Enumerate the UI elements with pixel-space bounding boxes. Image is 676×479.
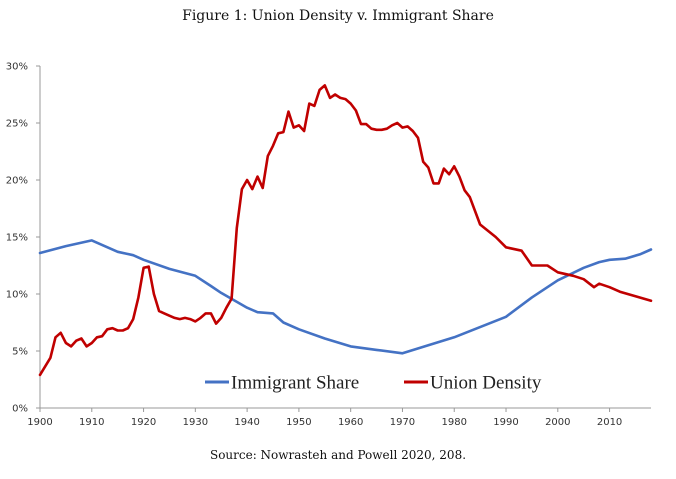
legend-label-immigrant-share: Immigrant Share	[231, 373, 359, 394]
y-tick-labels: 0% 5% 10% 15% 20% 25% 30%	[6, 62, 40, 415]
y-tick-label: 30%	[6, 62, 28, 73]
x-tick-label: 1960	[338, 417, 363, 428]
source-caption: Source: Nowrasteh and Powell 2020, 208.	[209, 448, 467, 462]
immigrant-share-line	[38, 239, 653, 355]
legend: Immigrant Share Union Density	[205, 373, 542, 394]
y-tick-label: 15%	[6, 233, 28, 244]
x-tick-label: 1970	[390, 417, 415, 428]
x-tick-label: 1920	[131, 417, 156, 428]
x-tick-labels: 1900 1910 1920 1930 1940 1950 1960 1970 1980 1990…	[27, 408, 622, 428]
x-tick-label: 1980	[442, 417, 467, 428]
y-tick-label: 25%	[6, 119, 28, 130]
legend-label-union-density: Union Density	[430, 373, 542, 394]
x-tick-label: 1900	[27, 417, 52, 428]
x-tick-label: 1950	[286, 417, 311, 428]
y-tick-label: 5%	[12, 347, 28, 358]
union-density-line	[38, 84, 653, 377]
series-lines	[38, 84, 653, 377]
x-tick-label: 1940	[234, 417, 259, 428]
x-tick-label: 1930	[183, 417, 208, 428]
x-tick-label: 1990	[493, 417, 518, 428]
y-tick-label: 0%	[12, 404, 28, 415]
x-tick-label: 2010	[597, 417, 622, 428]
y-tick-label: 10%	[6, 290, 28, 301]
y-tick-label: 20%	[6, 176, 28, 187]
x-tick-label: 1910	[79, 417, 104, 428]
x-tick-label: 2000	[545, 417, 570, 428]
figure-title: Figure 1: Union Density v. Immigrant Sha…	[182, 8, 494, 24]
